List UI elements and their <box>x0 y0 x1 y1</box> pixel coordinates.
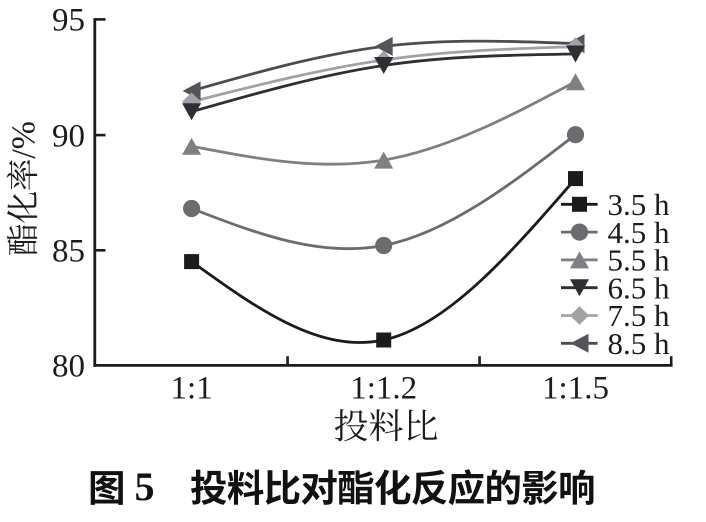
svg-text:95: 95 <box>52 3 85 39</box>
svg-text:6.5 h: 6.5 h <box>608 270 671 305</box>
svg-text:85: 85 <box>52 234 85 270</box>
svg-text:80: 80 <box>52 349 85 385</box>
svg-text:1:1.5: 1:1.5 <box>542 370 609 406</box>
svg-text:5.5 h: 5.5 h <box>608 243 671 278</box>
svg-text:90: 90 <box>52 118 85 154</box>
svg-text:4.5 h: 4.5 h <box>608 215 671 250</box>
svg-text:7.5 h: 7.5 h <box>608 298 671 333</box>
svg-text:1:1: 1:1 <box>171 370 213 406</box>
svg-text:3.5 h: 3.5 h <box>608 187 671 222</box>
svg-text:5: 5 <box>135 464 155 509</box>
svg-text:1:1.2: 1:1.2 <box>350 370 417 406</box>
svg-text:/%: /% <box>6 121 43 159</box>
svg-text:8.5 h: 8.5 h <box>608 326 671 361</box>
